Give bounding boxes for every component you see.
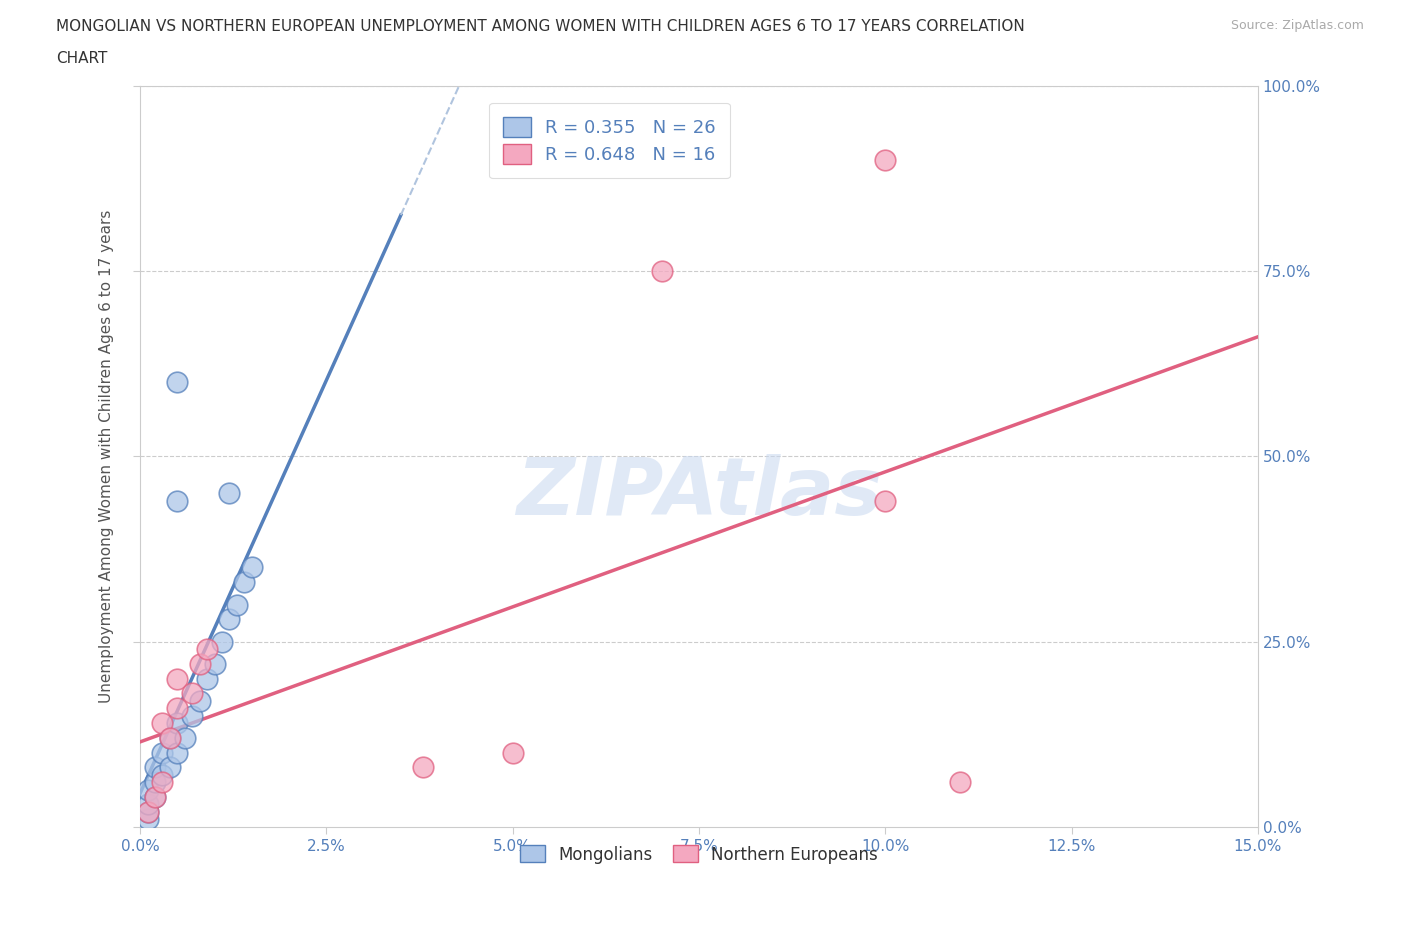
Point [240, 560, 263, 575]
Point [218, 612, 240, 627]
Point [166, 375, 188, 390]
Point [502, 745, 524, 760]
Point [181, 686, 204, 701]
Point [226, 597, 249, 612]
Y-axis label: Unemployment Among Women with Children Ages 6 to 17 years: Unemployment Among Women with Children A… [100, 210, 114, 703]
Point [159, 730, 181, 745]
Point [173, 730, 195, 745]
Point [188, 694, 211, 709]
Point [152, 767, 174, 782]
Point [143, 775, 166, 790]
Text: ZIPAtlas: ZIPAtlas [516, 455, 882, 533]
Point [204, 657, 226, 671]
Point [875, 494, 897, 509]
Point [195, 642, 218, 657]
Point [159, 730, 181, 745]
Point [143, 790, 166, 804]
Point [136, 804, 159, 819]
Text: Source: ZipAtlas.com: Source: ZipAtlas.com [1230, 19, 1364, 32]
Point [152, 775, 174, 790]
Point [166, 701, 188, 716]
Point [143, 760, 166, 775]
Point [651, 264, 673, 279]
Point [218, 486, 240, 501]
Point [181, 708, 204, 723]
Point [136, 812, 159, 827]
Point [211, 634, 233, 649]
Text: CHART: CHART [56, 51, 108, 66]
Point [233, 575, 256, 590]
Text: MONGOLIAN VS NORTHERN EUROPEAN UNEMPLOYMENT AMONG WOMEN WITH CHILDREN AGES 6 TO : MONGOLIAN VS NORTHERN EUROPEAN UNEMPLOYM… [56, 19, 1025, 33]
Point [136, 782, 159, 797]
Point [166, 745, 188, 760]
Point [166, 715, 188, 730]
Point [136, 804, 159, 819]
Point [152, 745, 174, 760]
Point [143, 790, 166, 804]
Point [412, 760, 434, 775]
Point [166, 671, 188, 686]
Point [159, 760, 181, 775]
Point [949, 775, 972, 790]
Point [152, 715, 174, 730]
Point [188, 657, 211, 671]
Point [195, 671, 218, 686]
Point [136, 797, 159, 812]
Point [166, 494, 188, 509]
Point [875, 153, 897, 167]
Legend: Mongolians, Northern Europeans: Mongolians, Northern Europeans [513, 839, 884, 870]
